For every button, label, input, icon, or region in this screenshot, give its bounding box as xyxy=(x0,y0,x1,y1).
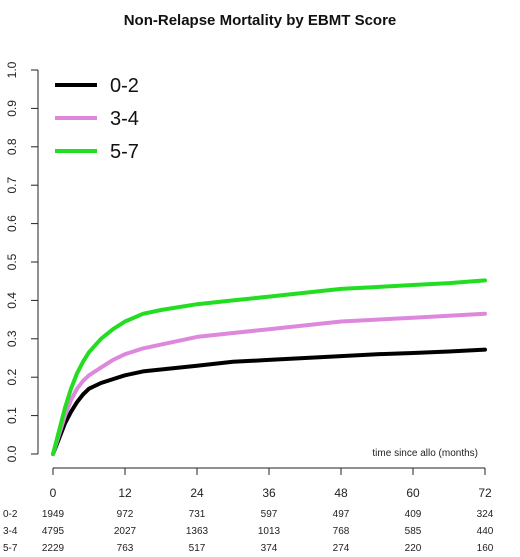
series-lines xyxy=(51,278,487,456)
series-line-5-7 xyxy=(51,278,487,456)
y-tick-label: 0.9 xyxy=(5,100,19,117)
time-annotation: time since allo (months) xyxy=(372,448,478,459)
risk-cell: 2229 xyxy=(42,543,65,554)
y-tick-label: 1.0 xyxy=(5,61,19,78)
x-tick-label: 48 xyxy=(334,486,348,500)
risk-cell: 597 xyxy=(261,509,278,520)
x-tick-label: 24 xyxy=(190,486,204,500)
risk-cell: 517 xyxy=(189,543,206,554)
y-tick-label: 0.3 xyxy=(5,330,19,347)
legend-label-0-2: 0-2 xyxy=(110,75,139,97)
x-axis-ticks: 0 12 24 36 48 60 72 xyxy=(50,468,492,500)
y-tick-label: 0.0 xyxy=(5,445,19,462)
risk-cell: 585 xyxy=(405,526,422,537)
y-tick-label: 0.7 xyxy=(5,177,19,194)
risk-cell: 763 xyxy=(117,543,134,554)
risk-cell: 274 xyxy=(333,543,350,554)
risk-cell: 1949 xyxy=(42,509,65,520)
risk-cell: 972 xyxy=(117,509,134,520)
x-tick-label: 60 xyxy=(406,486,420,500)
series-line-3-4 xyxy=(51,311,487,456)
y-axis-ticks: 0.0 0.1 0.2 0.3 0.4 0.5 0.6 0.7 0.8 0.9 1.0 xyxy=(5,61,38,462)
y-tick-label: 0.5 xyxy=(5,253,19,270)
risk-row-label: 0-2 xyxy=(3,509,18,520)
chart-title: Non-Relapse Mortality by EBMT Score xyxy=(124,12,397,29)
y-tick-label: 0.1 xyxy=(5,407,19,424)
risk-cell: 768 xyxy=(333,526,350,537)
risk-cell: 409 xyxy=(405,509,422,520)
y-tick-label: 0.4 xyxy=(5,292,19,309)
risk-cell: 1363 xyxy=(186,526,209,537)
risk-cell: 440 xyxy=(477,526,494,537)
risk-table: 0-2 1949 972 731 597 497 409 324 3-4 4795 2027 1363… xyxy=(3,509,494,554)
legend-label-5-7: 5-7 xyxy=(110,141,139,163)
y-tick-label: 0.8 xyxy=(5,138,19,155)
risk-cell: 497 xyxy=(333,509,350,520)
risk-cell: 160 xyxy=(477,543,494,554)
risk-row-label: 5-7 xyxy=(3,543,18,554)
series-line-0-2 xyxy=(51,347,487,456)
risk-row-label: 3-4 xyxy=(3,526,18,537)
risk-cell: 1013 xyxy=(258,526,281,537)
risk-cell: 4795 xyxy=(42,526,65,537)
x-tick-label: 0 xyxy=(50,486,57,500)
risk-cell: 731 xyxy=(189,509,206,520)
risk-cell: 2027 xyxy=(114,526,137,537)
y-tick-label: 0.6 xyxy=(5,215,19,232)
legend-label-3-4: 3-4 xyxy=(110,108,139,130)
y-tick-label: 0.2 xyxy=(5,369,19,386)
x-tick-label: 36 xyxy=(262,486,276,500)
x-tick-label: 72 xyxy=(478,486,492,500)
risk-cell: 324 xyxy=(477,509,494,520)
risk-cell: 220 xyxy=(405,543,422,554)
legend: 0-2 3-4 5-7 xyxy=(55,75,139,163)
risk-cell: 374 xyxy=(261,543,278,554)
x-tick-label: 12 xyxy=(118,486,132,500)
